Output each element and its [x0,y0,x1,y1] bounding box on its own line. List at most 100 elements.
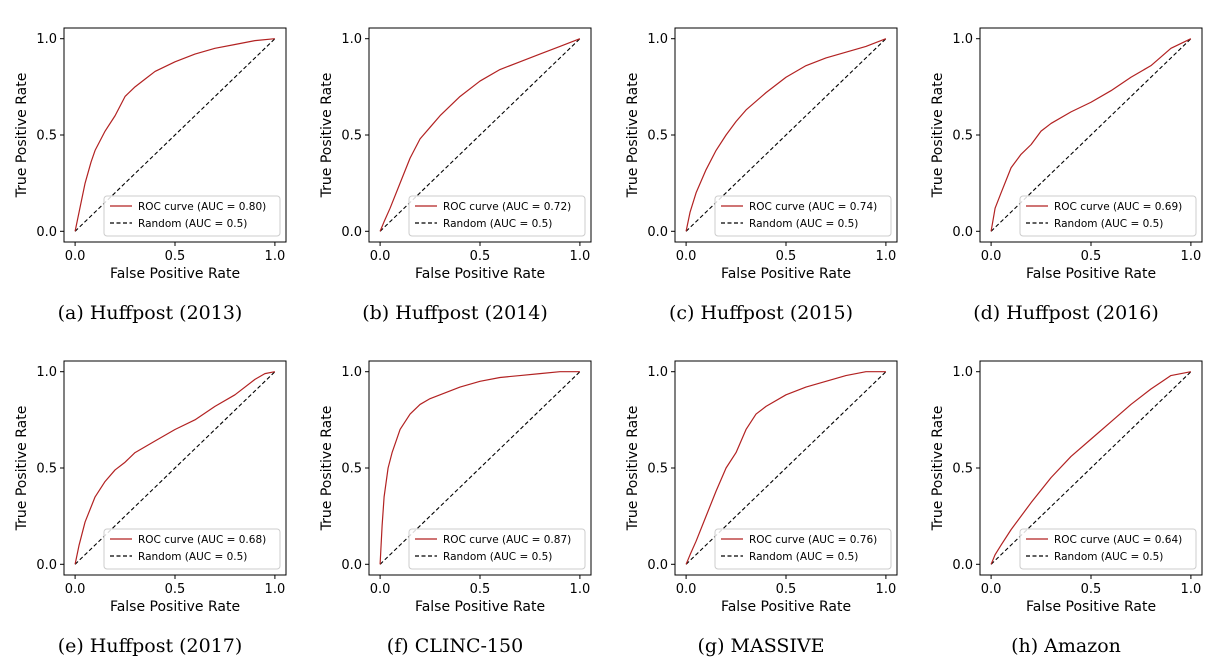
legend-entry-label: ROC curve (AUC = 0.76) [749,534,877,546]
roc-panel-5: 0.0 0.5 1.0 0.0 0.5 1.0 False Positive Rate Tru… [305,333,605,666]
x-tick-label: 0.0 [981,582,1002,597]
y-axis-label: True Positive Rate [625,406,641,532]
y-tick-label: 0.5 [952,462,973,477]
legend-box [103,528,281,570]
roc-chart-svg: 0.0 0.5 1.0 0.0 0.5 1.0 False Positive Rate Tru… [930,360,1203,615]
y-axis-label: True Positive Rate [930,406,946,532]
x-tick-label: 1.0 [265,249,286,264]
x-tick-label: 0.0 [676,249,697,264]
x-tick-label: 1.0 [1181,249,1202,264]
roc-curve-line [379,38,581,232]
roc-chart-svg: 0.0 0.5 1.0 0.0 0.5 1.0 False Positive Rate Tru… [319,27,592,282]
y-tick-label: 0.5 [952,129,973,144]
x-tick-label: 0.5 [165,582,186,597]
x-axis-label: False Positive Rate [110,266,240,282]
legend-box [408,528,586,570]
y-tick-label: 0.0 [36,558,57,573]
y-tick-label: 1.0 [952,32,973,47]
legend-entry-label: Random (AUC = 0.5) [138,551,247,563]
x-axis-label: False Positive Rate [415,599,545,615]
roc-curve-line [685,371,886,565]
y-tick-label: 0.0 [341,558,362,573]
x-tick-label: 1.0 [570,249,591,264]
x-tick-label: 0.5 [1081,582,1102,597]
legend-box [103,195,281,237]
y-axis-label: True Positive Rate [625,73,641,199]
panel-caption: (e) Huffpost (2017) [57,635,243,657]
x-tick-label: 1.0 [265,582,286,597]
panel-caption: (g) MASSIVE [697,635,825,657]
legend-box [408,195,586,237]
x-tick-label: 0.5 [1081,249,1102,264]
legend-entry-label: ROC curve (AUC = 0.68) [138,534,266,546]
roc-chart-svg: 0.0 0.5 1.0 0.0 0.5 1.0 False Positive Rate Tru… [625,360,898,615]
y-tick-label: 0.5 [341,462,362,477]
legend-entry-label: Random (AUC = 0.5) [749,218,858,230]
legend-box [1019,528,1197,570]
y-tick-label: 0.0 [647,225,668,240]
x-tick-label: 0.0 [676,582,697,597]
legend-entry-label: Random (AUC = 0.5) [443,218,552,230]
y-tick-label: 0.0 [36,225,57,240]
legend-entry-label: Random (AUC = 0.5) [443,551,552,563]
roc-panel-0: 0.0 0.5 1.0 0.0 0.5 1.0 False Positive Rate Tru… [0,0,300,333]
y-tick-label: 1.0 [341,32,362,47]
y-tick-label: 0.0 [952,225,973,240]
roc-chart-svg: 0.0 0.5 1.0 0.0 0.5 1.0 False Positive Rate Tru… [930,27,1203,282]
x-axis-label: False Positive Rate [1026,266,1156,282]
roc-curve-line [74,371,276,565]
roc-panel-3: 0.0 0.5 1.0 0.0 0.5 1.0 False Positive Rate Tru… [916,0,1216,333]
legend-box [714,195,892,237]
legend-entry-label: Random (AUC = 0.5) [1054,551,1163,563]
y-axis-label: True Positive Rate [14,406,30,532]
roc-curve-line [990,38,1192,232]
y-axis-label: True Positive Rate [319,73,335,199]
y-tick-label: 0.0 [952,558,973,573]
y-tick-label: 0.5 [36,129,57,144]
y-tick-label: 0.0 [341,225,362,240]
x-axis-label: False Positive Rate [415,266,545,282]
panel-caption: (c) Huffpost (2015) [668,302,854,324]
legend-entry-label: Random (AUC = 0.5) [138,218,247,230]
y-tick-label: 0.0 [647,558,668,573]
y-tick-label: 1.0 [36,32,57,47]
y-tick-label: 1.0 [341,365,362,380]
legend-box [1019,195,1197,237]
x-tick-label: 0.0 [370,249,391,264]
legend-entry-label: ROC curve (AUC = 0.74) [749,201,877,213]
x-tick-label: 1.0 [1181,582,1202,597]
x-axis-label: False Positive Rate [721,266,851,282]
roc-panel-4: 0.0 0.5 1.0 0.0 0.5 1.0 False Positive Rate Tru… [0,333,300,666]
x-tick-label: 0.0 [65,582,86,597]
panel-caption: (d) Huffpost (2016) [973,302,1159,324]
roc-chart-svg: 0.0 0.5 1.0 0.0 0.5 1.0 False Positive Rate Tru… [319,360,592,615]
panel-caption: (h) Amazon [1011,635,1121,657]
roc-curve-line [74,38,275,232]
y-tick-label: 1.0 [647,365,668,380]
roc-chart-svg: 0.0 0.5 1.0 0.0 0.5 1.0 False Positive Rate Tru… [625,27,898,282]
y-axis-label: True Positive Rate [319,406,335,532]
panel-caption: (a) Huffpost (2013) [57,302,243,324]
legend-entry-label: Random (AUC = 0.5) [749,551,858,563]
x-tick-label: 1.0 [876,249,897,264]
x-axis-label: False Positive Rate [1026,599,1156,615]
x-tick-label: 0.5 [470,582,491,597]
x-axis-label: False Positive Rate [110,599,240,615]
x-tick-label: 1.0 [570,582,591,597]
y-tick-label: 0.5 [647,462,668,477]
roc-panel-2: 0.0 0.5 1.0 0.0 0.5 1.0 False Positive Rate Tru… [611,0,911,333]
y-tick-label: 1.0 [36,365,57,380]
x-tick-label: 0.0 [981,249,1002,264]
legend-entry-label: ROC curve (AUC = 0.69) [1054,201,1182,213]
y-axis-label: True Positive Rate [930,73,946,199]
roc-curve-line [379,371,580,565]
legend-entry-label: ROC curve (AUC = 0.72) [443,201,571,213]
legend-entry-label: ROC curve (AUC = 0.64) [1054,534,1182,546]
legend-entry-label: ROC curve (AUC = 0.87) [443,534,571,546]
panel-caption: (f) CLINC-150 [386,635,524,657]
x-tick-label: 0.5 [776,582,797,597]
roc-panel-7: 0.0 0.5 1.0 0.0 0.5 1.0 False Positive Rate Tru… [916,333,1216,666]
legend-entry-label: ROC curve (AUC = 0.80) [138,201,266,213]
roc-panel-1: 0.0 0.5 1.0 0.0 0.5 1.0 False Positive Rate Tru… [305,0,605,333]
